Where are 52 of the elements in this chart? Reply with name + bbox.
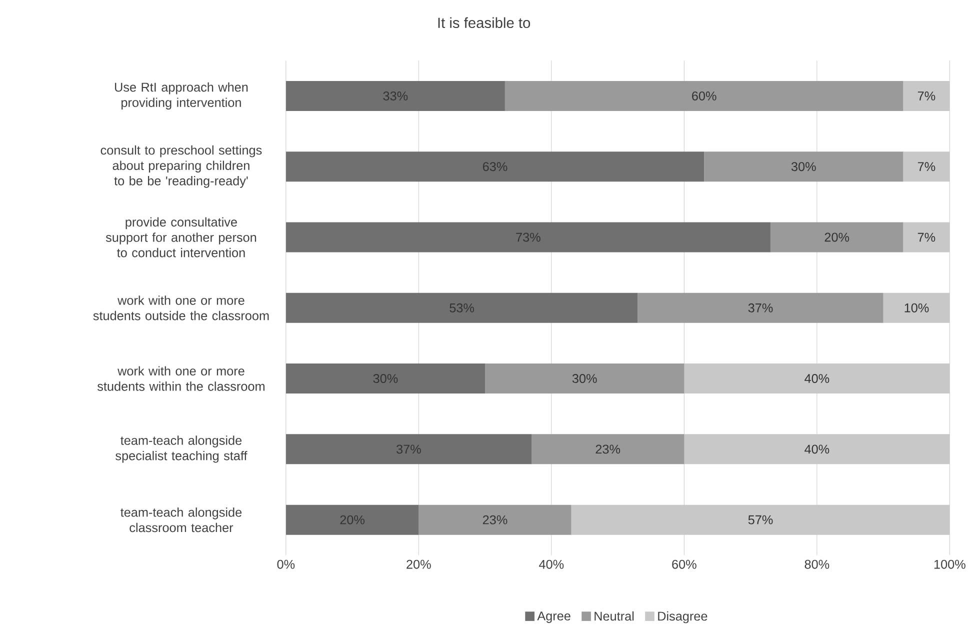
y-tick-label: Use RtI approach when providing intervention [115, 82, 248, 110]
bar [286, 504, 419, 535]
y-tick-label: provide consultative support for another person to conduct intervention [106, 217, 256, 258]
data-label: 30% [572, 374, 597, 383]
legend-label: Agree [537, 612, 570, 623]
data-label: 33% [383, 91, 408, 100]
x-tick-label: 40% [539, 560, 564, 569]
y-tick-label: work with one or more students within the classroom [97, 366, 264, 391]
x-tick-label: 60% [672, 560, 696, 569]
data-label: 53% [450, 303, 474, 312]
data-label: 37% [748, 303, 773, 312]
data-label: 37% [396, 444, 421, 454]
x-tick-label: 0% [277, 560, 295, 569]
data-label: 60% [692, 91, 716, 100]
bar [770, 222, 904, 252]
y-tick-label: team-teach alongside specialist teaching staff [116, 436, 248, 463]
bar [704, 152, 904, 182]
bar [286, 363, 486, 394]
data-label: 30% [373, 374, 398, 383]
bar [504, 80, 904, 111]
bar [286, 80, 505, 111]
bar [286, 292, 638, 323]
data-label: 7% [918, 232, 936, 242]
data-label: 20% [340, 515, 365, 524]
bar [638, 292, 884, 323]
x-tick-label: 80% [804, 560, 830, 569]
data-label: 23% [596, 444, 620, 454]
bar [418, 504, 572, 535]
chart-title: It is feasible to [438, 17, 530, 28]
data-label: 7% [918, 162, 936, 171]
bar [532, 434, 684, 464]
x-tick-label: 20% [406, 560, 431, 569]
data-label: 10% [904, 303, 929, 312]
bar [485, 363, 684, 394]
data-label: 30% [791, 162, 816, 172]
data-label: 23% [482, 515, 508, 524]
y-tick-label: consult to preschool settings about preparing children to be be 'reading-ready' [100, 145, 262, 188]
data-label: 40% [804, 374, 830, 383]
legend-label: Neutral [594, 611, 634, 621]
data-label: 73% [516, 232, 540, 242]
bar [286, 152, 704, 182]
data-label: 57% [748, 515, 773, 524]
y-tick-label: work with one or more students outside the classroom [93, 296, 269, 320]
data-label: 7% [918, 91, 936, 100]
data-label: 63% [482, 162, 508, 172]
bar [286, 222, 770, 252]
data-label: 40% [804, 444, 830, 454]
x-tick-label: 100% [934, 560, 966, 569]
bar [286, 434, 532, 464]
data-label: 20% [824, 232, 850, 242]
y-tick-label: team-teach alongside classroom teacher [120, 507, 242, 532]
legend-label: Disagree [658, 611, 708, 624]
